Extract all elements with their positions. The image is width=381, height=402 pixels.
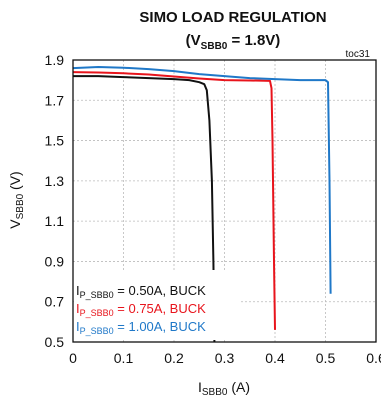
y-tick-label: 1.5 bbox=[45, 133, 65, 149]
series-line-3 bbox=[72, 66, 332, 294]
y-tick-label: 1.3 bbox=[45, 173, 65, 189]
x-tick-label: 0 bbox=[69, 350, 77, 366]
chart-title: SIMO LOAD REGULATION bbox=[139, 9, 326, 26]
y-tick-labels: 0.5 0.7 0.9 1.1 1.3 1.5 1.7 1.9 bbox=[45, 52, 65, 350]
chart-subtitle: (VSBB0 = 1.8V) bbox=[186, 32, 281, 52]
legend-entry-3: IP_SBB0 = 1.00A, BUCK bbox=[76, 319, 206, 336]
y-tick-label: 1.9 bbox=[45, 52, 65, 68]
x-tick-label: 0.5 bbox=[316, 350, 336, 366]
figure-annotation: toc31 bbox=[346, 49, 371, 60]
y-tick-label: 1.1 bbox=[45, 213, 65, 229]
series-line-2 bbox=[72, 71, 276, 330]
y-tick-label: 0.7 bbox=[45, 294, 65, 310]
y-tick-label: 1.7 bbox=[45, 92, 65, 108]
plot-frame bbox=[72, 59, 377, 343]
y-tick-label: 0.5 bbox=[45, 334, 65, 350]
legend-background bbox=[74, 270, 239, 340]
y-axis-label: VSBB0 (V) bbox=[7, 171, 26, 228]
legend-entry-2: IP_SBB0 = 0.75A, BUCK bbox=[76, 301, 206, 318]
x-tick-label: 0.1 bbox=[114, 350, 134, 366]
y-tick-label: 0.9 bbox=[45, 253, 65, 269]
legend-entry-1: IP_SBB0 = 0.50A, BUCK bbox=[76, 283, 206, 300]
chart-series-group bbox=[72, 66, 332, 343]
x-axis-label: ISBB0 (A) bbox=[198, 379, 250, 398]
x-tick-label: 0.3 bbox=[215, 350, 235, 366]
x-tick-label: 0.6 bbox=[366, 350, 381, 366]
x-tick-label: 0.4 bbox=[265, 350, 285, 366]
x-tick-labels: 0 0.1 0.2 0.3 0.4 0.5 0.6 bbox=[69, 350, 381, 366]
x-tick-label: 0.2 bbox=[164, 350, 184, 366]
series-line-1 bbox=[73, 75, 216, 343]
